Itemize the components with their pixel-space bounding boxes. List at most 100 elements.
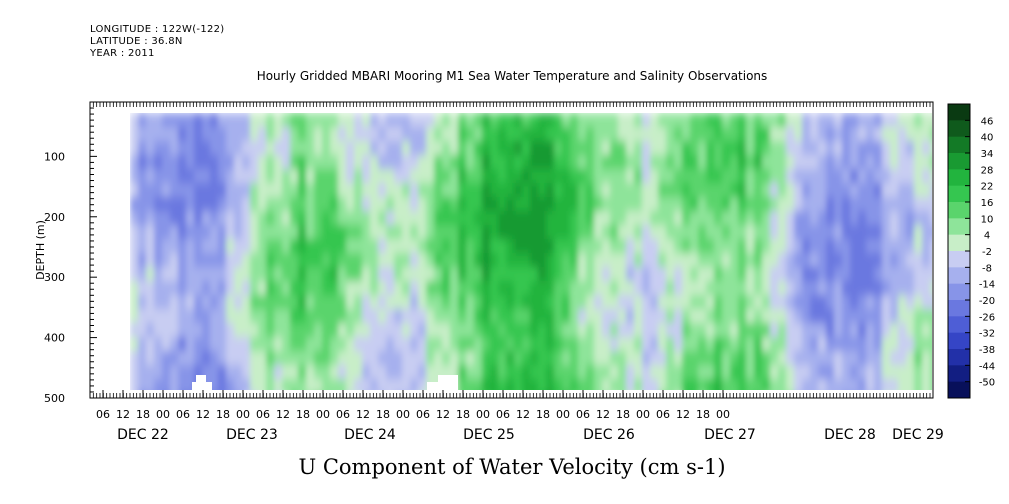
heatmap-cell [226, 183, 235, 198]
heatmap-cell [410, 281, 419, 296]
heatmap-cell [682, 379, 691, 390]
heatmap-cell [842, 267, 851, 282]
heatmap-cell [506, 309, 515, 324]
heatmap-cell [602, 351, 611, 366]
heatmap-cell [362, 365, 371, 380]
heatmap-cell [146, 169, 155, 184]
heatmap-cell [834, 225, 843, 240]
heatmap-cell [890, 309, 899, 324]
heatmap-cell [898, 225, 907, 240]
heatmap-cell [178, 295, 187, 310]
heatmap-cell [386, 141, 395, 156]
heatmap-cell [170, 127, 179, 142]
heatmap-cell [514, 197, 523, 212]
heatmap-cell [442, 253, 451, 268]
heatmap-cell [474, 295, 483, 310]
heatmap-cell [658, 211, 667, 226]
heatmap-cell [682, 127, 691, 142]
heatmap-cell [722, 365, 731, 380]
heatmap-cell [714, 183, 723, 198]
heatmap-cell [794, 253, 803, 268]
heatmap-cell [250, 323, 259, 338]
heatmap-cell [698, 365, 707, 380]
heatmap-cell [242, 155, 251, 170]
heatmap-cell [370, 113, 379, 128]
heatmap-cell [498, 141, 507, 156]
heatmap-cell [298, 211, 307, 226]
heatmap-cell [594, 323, 603, 338]
heatmap-cell [554, 127, 563, 142]
heatmap-cell [802, 365, 811, 380]
heatmap-cell [442, 113, 451, 128]
heatmap-cell [306, 239, 315, 254]
heatmap-cell [586, 267, 595, 282]
heatmap-cell [498, 113, 507, 128]
heatmap-cell [826, 127, 835, 142]
heatmap-cell [442, 197, 451, 212]
x-tick-label: 06 [576, 408, 590, 421]
heatmap-cell [330, 127, 339, 142]
heatmap-cell [186, 365, 195, 380]
heatmap-cell [842, 127, 851, 142]
heatmap-cell [594, 211, 603, 226]
heatmap-cell [882, 183, 891, 198]
heatmap-cell [274, 239, 283, 254]
heatmap-cell [146, 183, 155, 198]
heatmap-cell [618, 253, 627, 268]
heatmap-cell [642, 337, 651, 352]
heatmap-cell [250, 169, 259, 184]
heatmap-cell [674, 253, 683, 268]
heatmap-cell [186, 127, 195, 142]
heatmap-cell [698, 239, 707, 254]
heatmap-cell [666, 379, 675, 390]
heatmap-cell [626, 365, 635, 380]
heatmap-cell [514, 239, 523, 254]
heatmap-cell [634, 379, 643, 390]
heatmap-cell [586, 141, 595, 156]
heatmap-cell [810, 267, 819, 282]
heatmap-cell [634, 351, 643, 366]
heatmap-cell [802, 351, 811, 366]
heatmap-cell [618, 183, 627, 198]
heatmap-cell [850, 225, 859, 240]
heatmap-cell [490, 267, 499, 282]
heatmap-cell [234, 309, 243, 324]
heatmap-cell [602, 267, 611, 282]
heatmap-cell [586, 351, 595, 366]
heatmap-cell [778, 183, 787, 198]
heatmap-cell [762, 351, 771, 366]
heatmap-cell [690, 225, 699, 240]
heatmap-cell [418, 253, 427, 268]
heatmap-cell [922, 323, 931, 338]
heatmap-cell [378, 225, 387, 240]
heatmap-cell [234, 197, 243, 212]
heatmap-cell [474, 309, 483, 324]
heatmap-cell [890, 295, 899, 310]
heatmap-cell [770, 337, 779, 352]
heatmap-cell [634, 211, 643, 226]
heatmap-cell [242, 225, 251, 240]
heatmap-cell [434, 155, 443, 170]
heatmap-cell [802, 281, 811, 296]
heatmap-cell [730, 281, 739, 296]
heatmap-cell [730, 267, 739, 282]
heatmap-cell [322, 295, 331, 310]
heatmap-cell [562, 211, 571, 226]
heatmap-cell [562, 155, 571, 170]
heatmap-cell [634, 127, 643, 142]
heatmap-cell [298, 365, 307, 380]
heatmap-cell [314, 183, 323, 198]
heatmap-cell [922, 309, 931, 324]
heatmap-cell [530, 127, 539, 142]
heatmap-cell [562, 127, 571, 142]
heatmap-cell [290, 141, 299, 156]
heatmap-cell [178, 365, 187, 380]
heatmap-cell [746, 155, 755, 170]
heatmap-cell [330, 365, 339, 380]
heatmap-cell [922, 267, 931, 282]
heatmap-cell [930, 295, 932, 310]
heatmap-cell [698, 141, 707, 156]
heatmap-cell [218, 295, 227, 310]
heatmap-cell [578, 211, 587, 226]
heatmap-cell [546, 211, 555, 226]
